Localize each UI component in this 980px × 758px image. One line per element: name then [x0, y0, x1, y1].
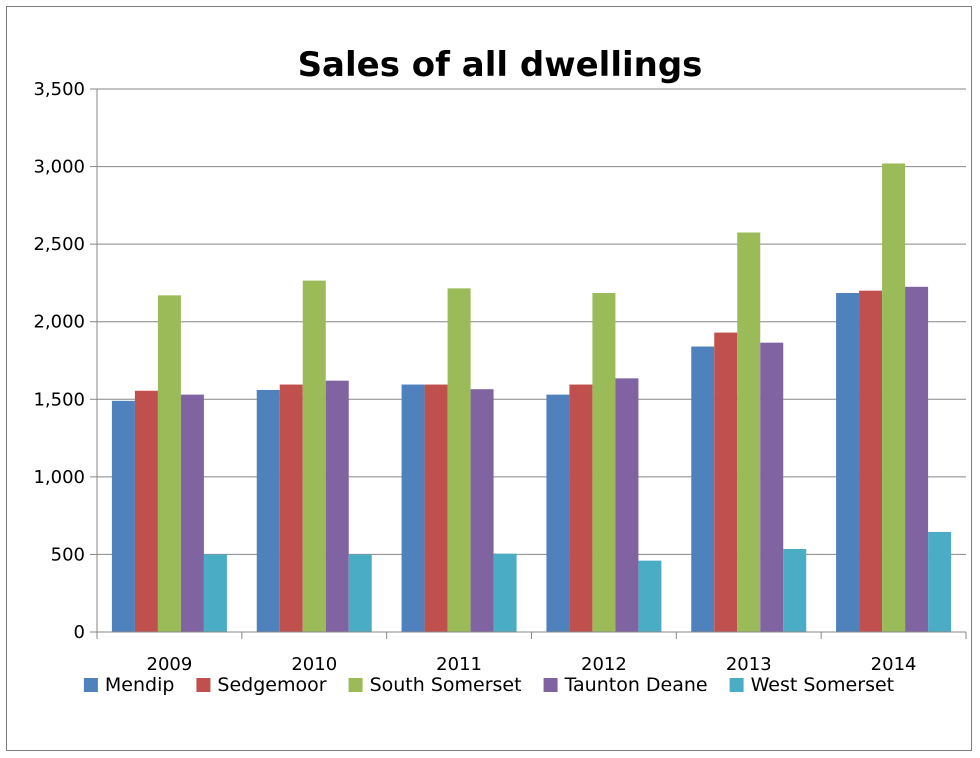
bar-south-somerset-2013: [737, 232, 761, 632]
y-tick-label: 2,500: [33, 234, 85, 255]
bar-taunton-deane-2012: [615, 378, 639, 632]
bar-west-somerset-2011: [493, 553, 517, 632]
legend-label: West Somerset: [751, 674, 894, 696]
x-tick-label: 2013: [726, 654, 772, 675]
bar-south-somerset-2009: [157, 295, 181, 632]
bar-mendip-2009: [111, 400, 135, 632]
legend-label: Taunton Deane: [564, 674, 708, 696]
bar-sedgemoor-2009: [134, 390, 158, 632]
bar-mendip-2014: [836, 293, 860, 632]
bar-south-somerset-2010: [302, 280, 326, 632]
bar-taunton-deane-2011: [470, 389, 494, 632]
y-tick-label: 1,000: [33, 467, 85, 488]
legend-swatch: [83, 678, 98, 692]
bar-taunton-deane-2009: [180, 394, 204, 632]
gridlines: [97, 88, 966, 555]
bar-south-somerset-2011: [447, 288, 471, 632]
bar-mendip-2012: [546, 394, 570, 632]
y-tick-label: 3,500: [33, 79, 85, 100]
bar-sedgemoor-2011: [424, 384, 448, 632]
y-tick-label: 2,000: [33, 312, 85, 333]
bar-west-somerset-2010: [348, 554, 372, 632]
bars: [111, 163, 952, 632]
y-tick-label: 0: [74, 622, 85, 643]
x-tick-label: 2009: [147, 654, 193, 675]
legend-swatch: [348, 678, 363, 692]
legend: Mendip Sedgemoor South Somerset Taunton Dea…: [83, 674, 894, 696]
bar-mendip-2013: [691, 346, 715, 632]
bar-west-somerset-2009: [203, 554, 227, 632]
legend-label: Mendip: [105, 674, 175, 696]
y-tick-label: 3,000: [33, 157, 85, 178]
bar-west-somerset-2014: [928, 531, 952, 632]
legend-item-south-somerset: South Somerset: [348, 674, 522, 696]
bar-south-somerset-2012: [592, 293, 616, 632]
legend-item-sedgemoor: Sedgemoor: [196, 674, 327, 696]
x-tick-label: 2011: [436, 654, 482, 675]
bar-sedgemoor-2012: [569, 384, 593, 632]
x-axis-ticks: 2009 2010 2011 2012 2013 2014: [147, 654, 917, 675]
axes: [90, 88, 967, 639]
bar-taunton-deane-2010: [325, 380, 349, 632]
legend-label: South Somerset: [370, 674, 522, 696]
y-tick-label: 500: [51, 544, 85, 565]
legend-swatch: [196, 678, 211, 692]
y-axis-ticks: 0 500 1,000 1,500 2,000 2,500 3,000 3,500: [33, 79, 85, 643]
chart-title: Sales of all dwellings: [298, 45, 703, 85]
legend-swatch: [729, 678, 744, 692]
bar-mendip-2011: [401, 384, 425, 632]
bar-taunton-deane-2013: [760, 342, 784, 632]
bar-sedgemoor-2014: [859, 290, 883, 632]
legend-item-taunton-deane: Taunton Deane: [543, 674, 708, 696]
bar-mendip-2010: [256, 389, 280, 632]
bar-west-somerset-2013: [783, 548, 807, 632]
legend-item-mendip: Mendip: [83, 674, 175, 696]
legend-item-west-somerset: West Somerset: [729, 674, 894, 696]
x-tick-label: 2012: [581, 654, 627, 675]
legend-swatch: [543, 678, 558, 692]
bar-west-somerset-2012: [638, 560, 662, 632]
bar-south-somerset-2014: [882, 163, 906, 632]
legend-label: Sedgemoor: [217, 674, 326, 696]
bar-taunton-deane-2014: [905, 286, 929, 632]
y-tick-label: 1,500: [33, 389, 85, 410]
bar-sedgemoor-2013: [714, 332, 738, 632]
x-tick-label: 2014: [871, 654, 917, 675]
bar-sedgemoor-2010: [279, 384, 303, 632]
x-tick-label: 2010: [291, 654, 337, 675]
